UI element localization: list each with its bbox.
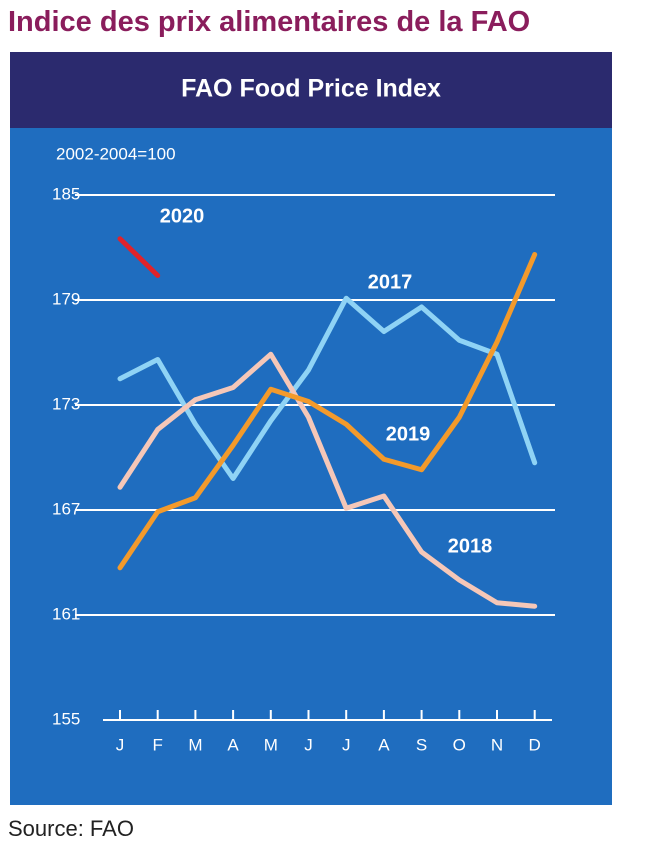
- x-tick-label: N: [491, 735, 503, 754]
- line: [117, 236, 161, 278]
- y-tick-label: 161: [52, 604, 80, 623]
- x-tick-label: J: [342, 735, 351, 754]
- series-label: 2020: [160, 205, 205, 227]
- y-tick-label: 173: [52, 394, 80, 413]
- source: Source: FAO: [8, 816, 134, 841]
- x-tick-label: M: [188, 735, 202, 754]
- x-tick-label: S: [416, 735, 427, 754]
- y-tick-label: 179: [52, 289, 80, 308]
- x-tick-label: M: [264, 735, 278, 754]
- x-tick-label: F: [153, 735, 163, 754]
- chart-title: FAO Food Price Index: [181, 75, 441, 103]
- x-tick-label: A: [227, 735, 239, 754]
- line: [117, 295, 538, 481]
- line: [117, 351, 538, 609]
- series-label: 2018: [448, 535, 493, 557]
- series-label: 2017: [368, 271, 413, 293]
- chart-header: [10, 52, 612, 128]
- x-tick-label: O: [453, 735, 466, 754]
- y-tick-label: 185: [52, 184, 80, 203]
- y-axis-label: 2002-2004=100: [56, 144, 176, 163]
- x-tick-label: J: [116, 735, 125, 754]
- series-label: 2019: [386, 423, 431, 445]
- x-tick-label: J: [304, 735, 313, 754]
- y-tick-label: 167: [52, 499, 80, 518]
- y-tick-label: 155: [52, 709, 80, 728]
- x-tick-label: A: [378, 735, 390, 754]
- heading: Indice des prix alimentaires de la FAO: [8, 6, 531, 38]
- line: [117, 252, 538, 571]
- x-tick-label: D: [529, 735, 541, 754]
